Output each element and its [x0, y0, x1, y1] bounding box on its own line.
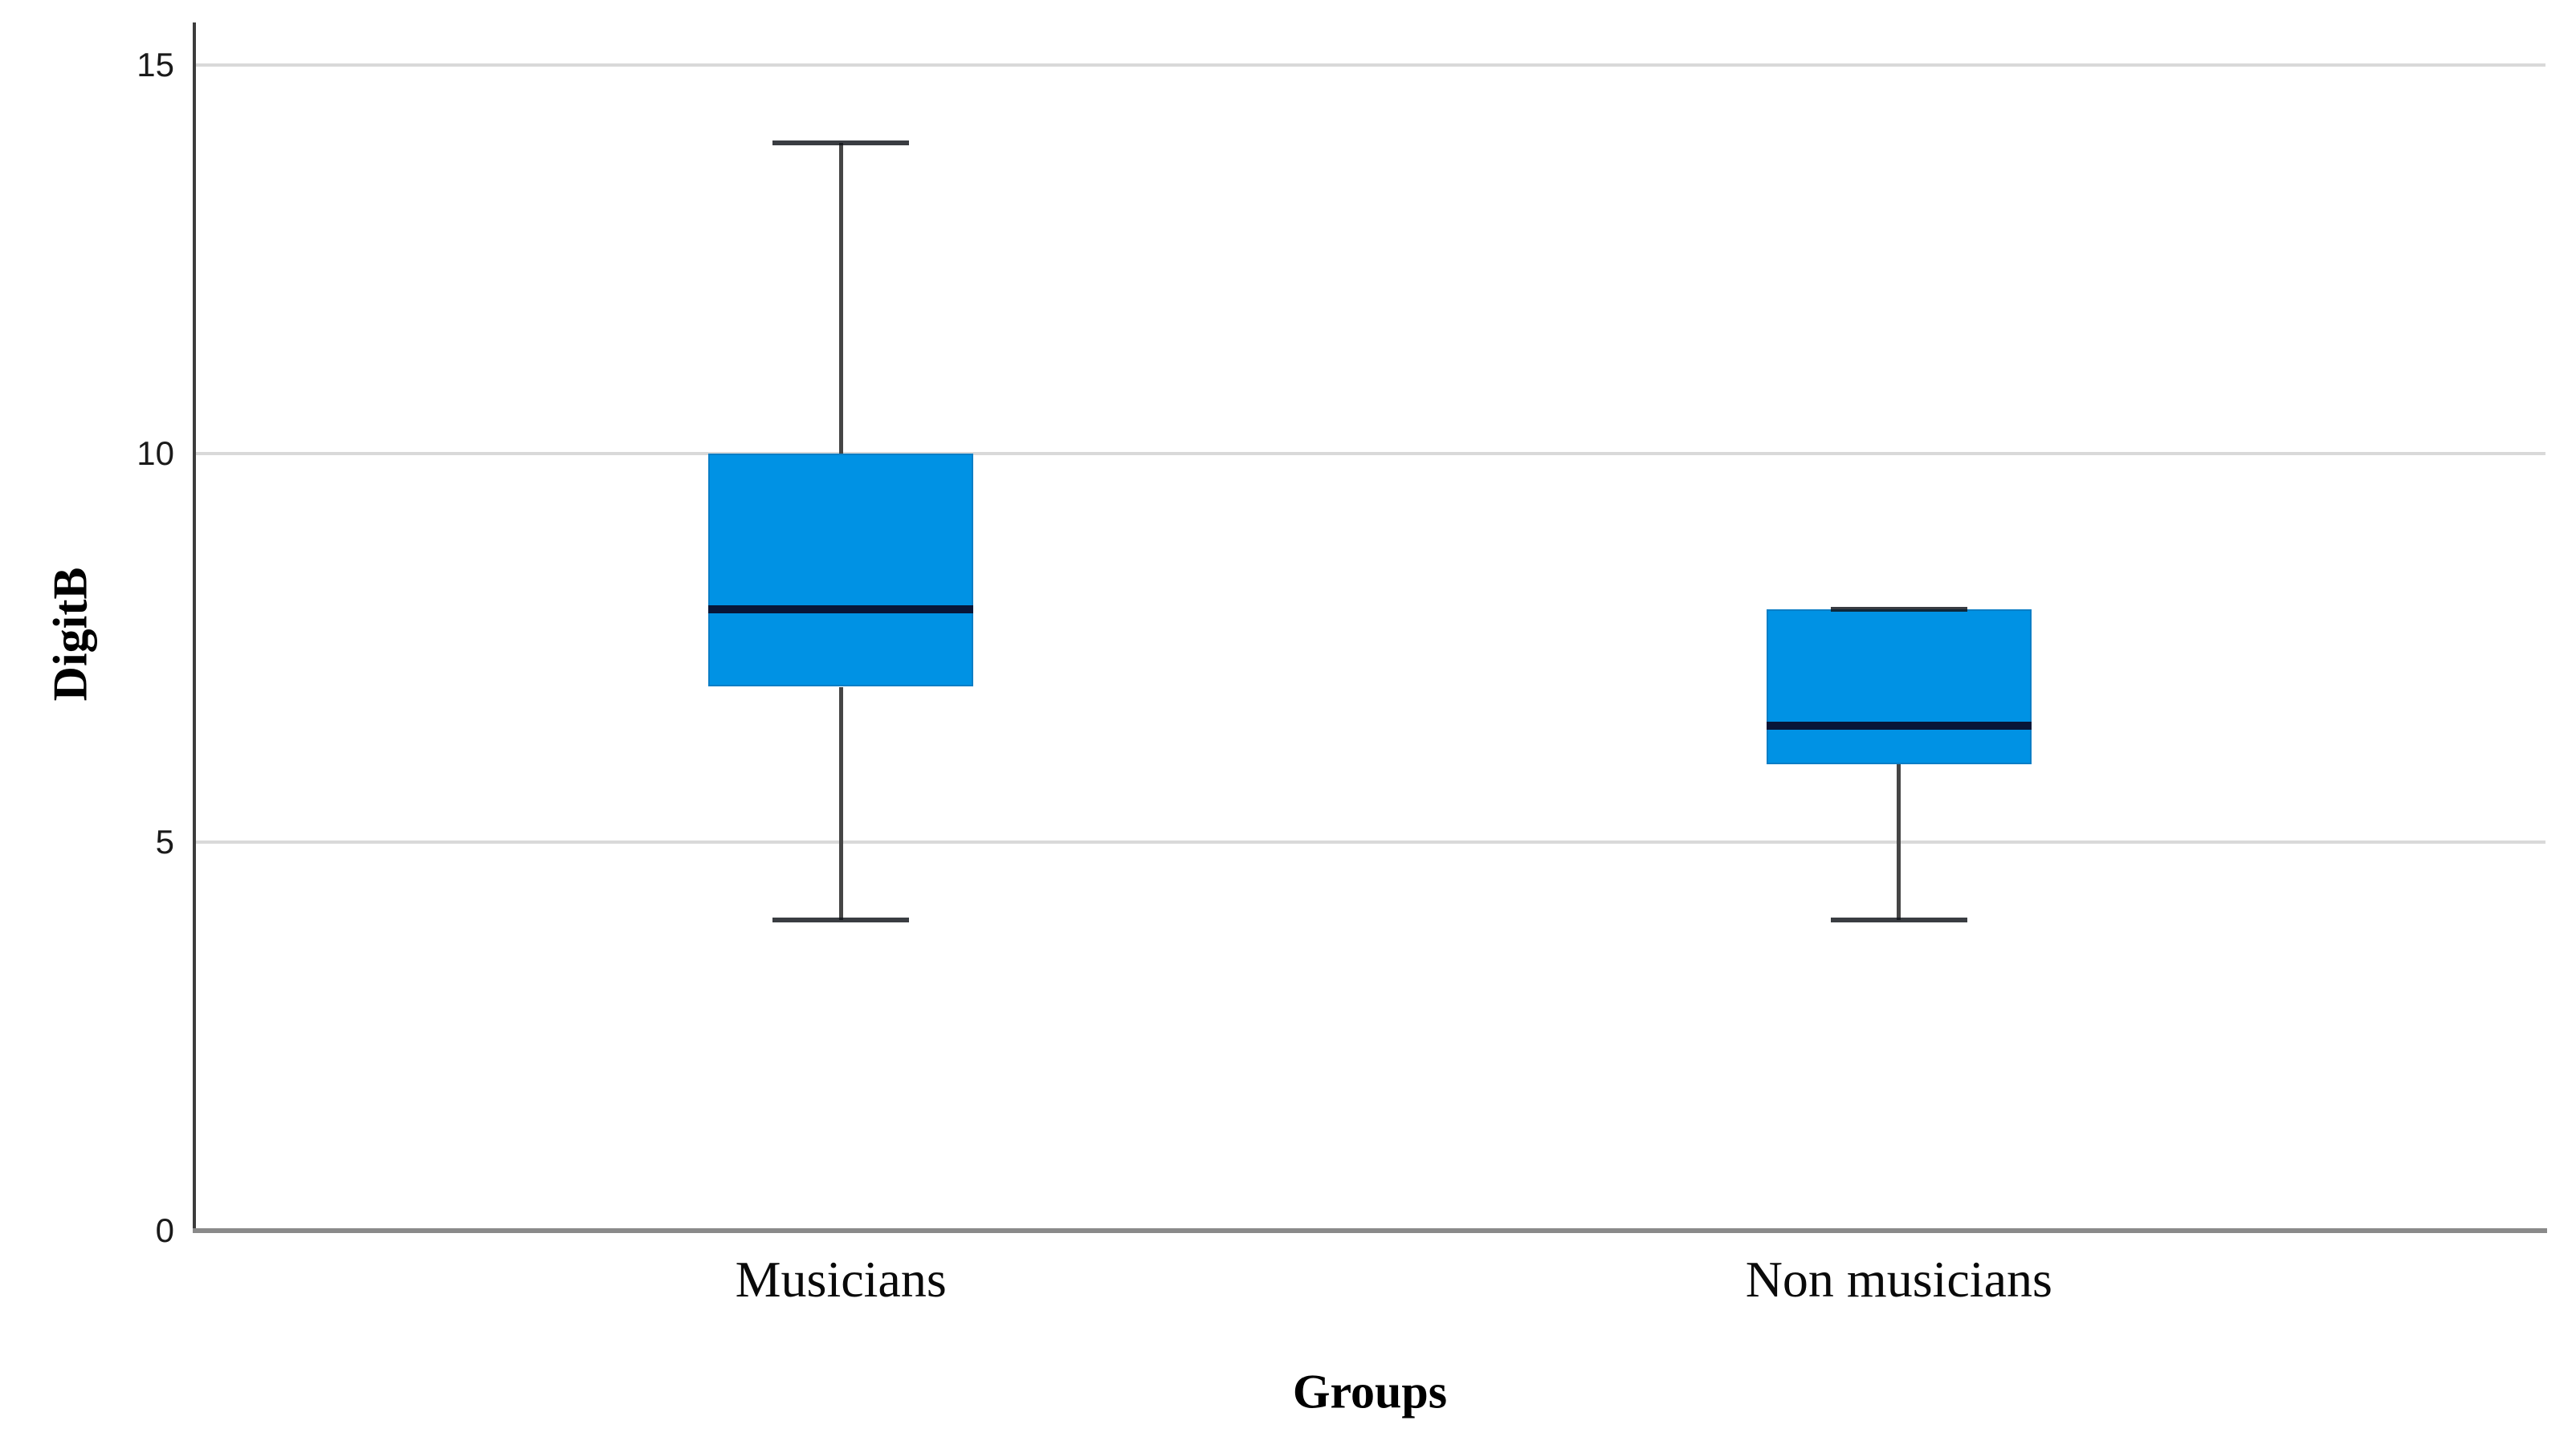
upper-whisker-cap [1830, 606, 1967, 612]
y-tick-label-10: 10 [137, 434, 174, 473]
gridline-y-15 [194, 63, 2545, 67]
plot-area: 0 5 10 15 Musicians Non musicians [137, 22, 2547, 1306]
gridline-y-10 [194, 452, 2545, 456]
gridline-y-5 [194, 841, 2545, 845]
x-axis-line [193, 1228, 2547, 1233]
category-label-1: Non musicians [1745, 1251, 2052, 1308]
upper-whisker-cap [772, 140, 910, 146]
boxplot-box-0 [708, 454, 974, 687]
lower-whisker-cap [1830, 917, 1967, 922]
lower-whisker-line [838, 686, 843, 920]
y-axis-line [193, 22, 196, 1231]
median-line-0 [708, 604, 974, 613]
y-tick-label-5: 5 [155, 823, 174, 861]
x-axis-label: Groups [1292, 1365, 1448, 1419]
lower-whisker-line [1897, 764, 1901, 920]
y-tick-label-15: 15 [137, 46, 174, 84]
y-tick-label-0: 0 [155, 1211, 174, 1249]
y-axis-label: DigitB [43, 567, 97, 702]
lower-whisker-cap [772, 917, 910, 922]
category-label-0: Musicians [735, 1251, 947, 1308]
boxplot-box-1 [1766, 609, 2032, 765]
upper-whisker-line [838, 143, 843, 454]
median-line-1 [1766, 721, 2032, 730]
